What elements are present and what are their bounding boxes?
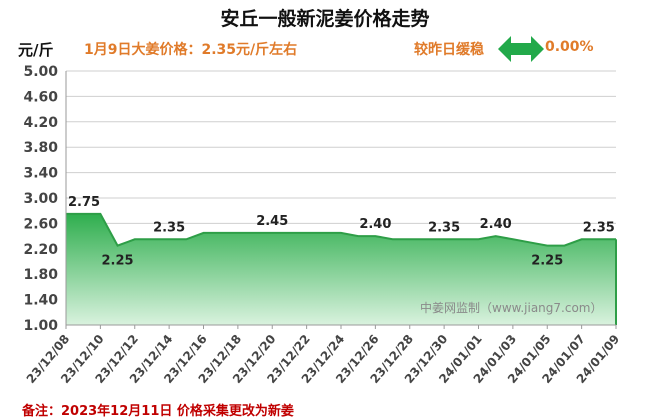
y-tick-label: 2.60 xyxy=(23,216,58,232)
unit-label: 元/斤 xyxy=(18,41,54,59)
change-value: 0.00% xyxy=(545,39,594,55)
y-tick-label: 1.40 xyxy=(23,293,58,309)
data-label: 2.35 xyxy=(153,220,185,235)
data-label: 2.25 xyxy=(102,254,134,269)
data-labels: 2.75 2.25 2.35 2.45 2.40 2.35 2.40 2.25 2.35 xyxy=(68,195,615,269)
y-tick-label: 4.20 xyxy=(23,115,58,131)
y-tick-label: 5.00 xyxy=(23,64,58,80)
chart-title: 安丘一般新泥姜价格走势 xyxy=(220,8,430,30)
y-tick-label: 2.20 xyxy=(23,242,58,258)
y-tick-label: 3.40 xyxy=(23,166,58,182)
series-line xyxy=(66,212,616,247)
y-tick-label: 3.80 xyxy=(23,140,58,156)
data-label: 2.75 xyxy=(68,195,100,210)
area-series xyxy=(66,212,617,325)
y-tick-labels: 5.00 4.60 4.20 3.80 3.40 3.00 2.60 2.20 1.80 1.40… xyxy=(23,64,58,334)
y-tick-label: 4.60 xyxy=(23,89,58,105)
y-tick-label: 3.00 xyxy=(23,191,58,207)
data-label: 2.45 xyxy=(256,214,288,229)
y-tick-label: 1.00 xyxy=(23,318,58,334)
watermark: 中姜网监制（www.jiang7.com） xyxy=(420,300,602,315)
footnote: 备注：2023年12月11日 价格采集更改为新姜 xyxy=(22,404,294,419)
data-label: 2.25 xyxy=(531,254,563,269)
x-tick-labels: 23/12/0823/12/1023/12/1223/12/1423/12/16… xyxy=(24,325,622,386)
data-label: 2.35 xyxy=(428,220,460,235)
double-arrow-icon xyxy=(498,36,544,62)
y-tick-label: 1.80 xyxy=(23,267,58,283)
data-label: 2.35 xyxy=(583,220,615,235)
series-area xyxy=(66,213,616,325)
change-label: 较昨日缓稳 xyxy=(414,42,484,58)
data-label: 2.40 xyxy=(480,217,512,232)
price-note: 1月9日大姜价格：2.35元/斤左右 xyxy=(84,42,298,58)
data-label: 2.40 xyxy=(359,217,391,232)
